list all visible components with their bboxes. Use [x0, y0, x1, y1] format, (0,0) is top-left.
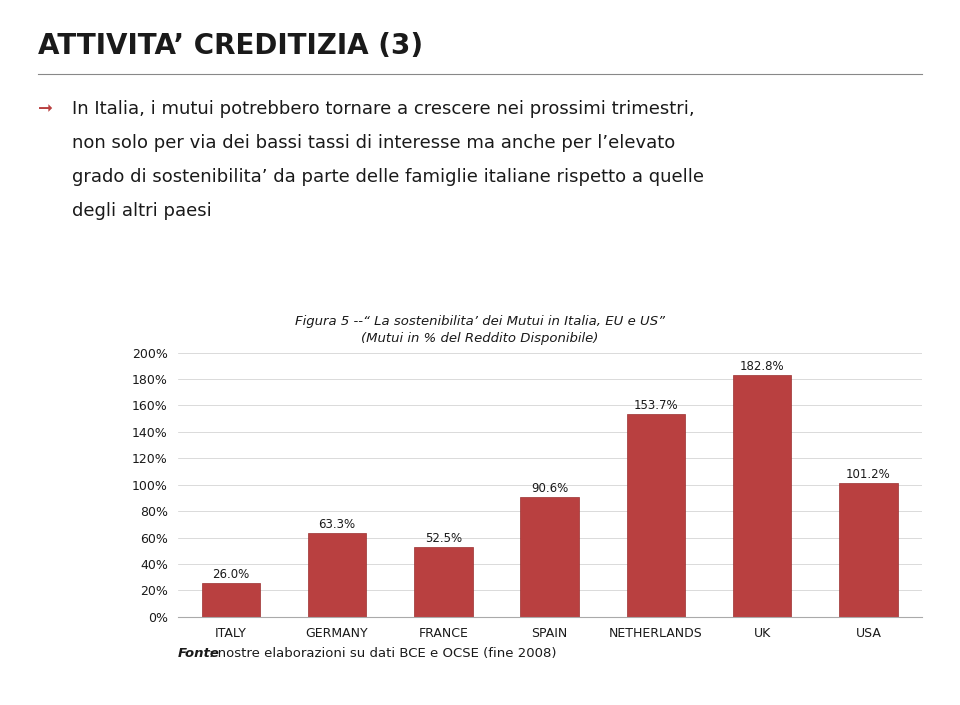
Text: 90.6%: 90.6% — [531, 482, 568, 495]
Bar — [308, 533, 367, 617]
Bar — [520, 497, 579, 617]
Bar — [202, 582, 260, 617]
Text: Fonte: Fonte — [178, 647, 220, 660]
Text: non solo per via dei bassi tassi di interesse ma anche per l’elevato: non solo per via dei bassi tassi di inte… — [72, 134, 675, 152]
Text: 26.0%: 26.0% — [212, 568, 250, 580]
Text: (Mutui in % del Reddito Disponibile): (Mutui in % del Reddito Disponibile) — [361, 333, 599, 345]
Text: www.riskmetrics.com: www.riskmetrics.com — [29, 685, 155, 698]
Text: Figura 5 --“ La sostenibilita’ dei Mutui in Italia, EU e US”: Figura 5 --“ La sostenibilita’ dei Mutui… — [295, 315, 665, 328]
Bar — [414, 548, 472, 617]
Text: grado di sostenibilita’ da parte delle famiglie italiane rispetto a quelle: grado di sostenibilita’ da parte delle f… — [72, 168, 704, 186]
Text: : nostre elaborazioni su dati BCE e OCSE (fine 2008): : nostre elaborazioni su dati BCE e OCSE… — [209, 647, 557, 660]
Text: 101.2%: 101.2% — [846, 468, 891, 481]
Text: 10: 10 — [917, 685, 931, 698]
Bar — [732, 375, 791, 617]
Text: degli altri paesi: degli altri paesi — [72, 202, 212, 220]
Text: 63.3%: 63.3% — [319, 518, 355, 532]
Text: ATTIVITA’ CREDITIZIA (3): ATTIVITA’ CREDITIZIA (3) — [38, 32, 423, 60]
Text: ➞: ➞ — [38, 100, 54, 118]
Bar — [627, 414, 685, 617]
Bar — [839, 483, 898, 617]
Text: 52.5%: 52.5% — [424, 532, 462, 546]
Text: 182.8%: 182.8% — [740, 360, 784, 373]
Text: 153.7%: 153.7% — [634, 399, 678, 412]
Text: In Italia, i mutui potrebbero tornare a crescere nei prossimi trimestri,: In Italia, i mutui potrebbero tornare a … — [72, 100, 695, 118]
